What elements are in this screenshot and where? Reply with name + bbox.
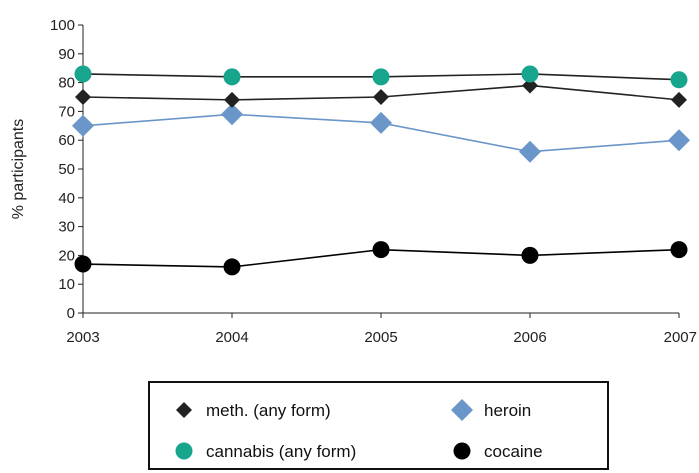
y-tick-label: 70 (58, 103, 75, 120)
y-tick-label: 40 (58, 190, 75, 207)
x-axis: 2003 2004 2005 2006 2007 (66, 312, 697, 346)
series-meth-any-form- (75, 77, 687, 108)
legend-item: cocaine (453, 442, 543, 461)
data-point (74, 65, 92, 83)
y-tick-label: 30 (58, 219, 75, 236)
data-point (74, 255, 92, 273)
y-tick-label: 20 (58, 247, 75, 264)
data-point (221, 103, 243, 126)
legend-item: meth. (any form) (176, 401, 331, 420)
data-point (521, 65, 539, 83)
y-tick-label: 0 (67, 305, 75, 322)
data-point (670, 71, 688, 89)
data-point (370, 111, 392, 134)
x-tick-label: 2004 (215, 329, 248, 346)
legend-label: cocaine (484, 442, 543, 461)
data-point (224, 91, 240, 108)
data-point (373, 89, 389, 105)
data-point (522, 77, 538, 94)
legend-item: heroin (451, 399, 531, 421)
legend-marker (175, 442, 193, 460)
legend: meth. (any form) heroin cannabis (any form… (148, 381, 609, 470)
data-point (668, 129, 690, 152)
legend-marker (453, 442, 471, 460)
legend-label: cannabis (any form) (206, 442, 356, 461)
y-tick-label: 10 (58, 276, 75, 293)
data-point (670, 241, 688, 259)
legend-box (148, 381, 609, 470)
y-tick-label: 90 (58, 46, 75, 63)
data-point (372, 241, 390, 259)
y-axis: 0 10 20 30 40 50 60 70 80 90 100 (50, 17, 84, 322)
legend-item: cannabis (any form) (175, 442, 356, 461)
x-tick-label: 2006 (513, 329, 546, 346)
x-tick-label: 2003 (66, 329, 99, 346)
y-tick-label: 100 (50, 17, 75, 34)
data-point (75, 89, 91, 105)
y-tick-label: 80 (58, 75, 75, 92)
legend-marker (176, 402, 192, 418)
data-point (72, 114, 94, 137)
data-point (671, 91, 687, 108)
data-point (223, 68, 241, 86)
legend-label: meth. (any form) (206, 401, 331, 420)
y-tick-label: 60 (58, 132, 75, 149)
data-point (372, 68, 390, 86)
y-axis-label: % participants (10, 119, 27, 220)
legend-marker (451, 399, 473, 421)
data-point (223, 258, 241, 276)
series-cocaine (74, 241, 688, 276)
series-heroin (72, 103, 690, 163)
series-layer (72, 65, 690, 276)
series-cannabis-any-form- (74, 65, 688, 89)
x-tick-label: 2007 (664, 329, 697, 346)
legend-label: heroin (484, 401, 531, 420)
y-tick-label: 50 (58, 161, 75, 178)
x-tick-label: 2005 (364, 329, 397, 346)
data-point (521, 246, 539, 264)
data-point (519, 140, 541, 163)
